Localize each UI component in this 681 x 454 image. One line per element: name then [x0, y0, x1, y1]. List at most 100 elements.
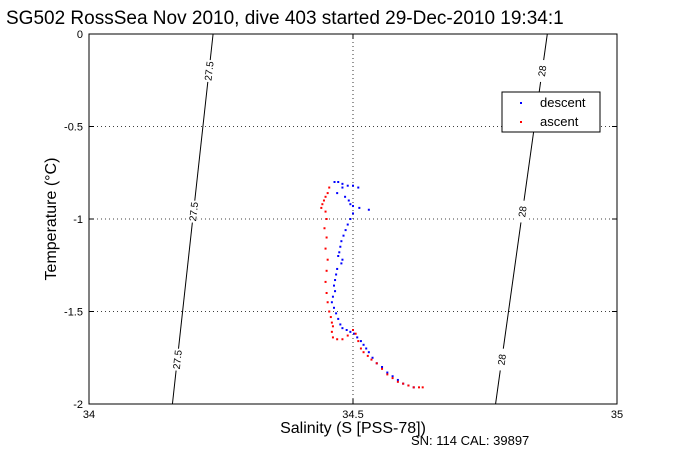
- ascent-point: [326, 258, 329, 261]
- ascent-point: [322, 199, 325, 202]
- ascent-point: [336, 338, 339, 341]
- descent-point: [340, 262, 343, 265]
- descent-point: [333, 181, 336, 183]
- ascent-point: [324, 280, 327, 283]
- ascent-point: [341, 338, 344, 341]
- ascent-point: [359, 347, 362, 350]
- y-tick-label: -2: [73, 399, 83, 411]
- ascent-point: [326, 301, 329, 304]
- ascent-point: [326, 192, 329, 195]
- descent-point: [391, 375, 394, 378]
- descent-point: [356, 336, 359, 339]
- descent-point: [334, 279, 337, 282]
- ascent-point: [331, 336, 334, 339]
- isopycnal-label: 28: [517, 205, 529, 218]
- descent-point: [365, 347, 368, 350]
- ascent-point: [391, 377, 394, 380]
- y-tick-label: -1: [73, 214, 83, 226]
- descent-point: [336, 267, 339, 270]
- ascent-point: [381, 367, 384, 370]
- ascent-point: [321, 203, 324, 206]
- isopycnal-label-bg: [187, 200, 200, 224]
- x-tick-label: 34: [83, 409, 95, 421]
- legend: descent ascent: [501, 91, 601, 133]
- descent-point: [337, 255, 340, 257]
- footer-text: SN: 114 CAL: 39897: [411, 433, 529, 448]
- legend-marker-ascent: [520, 121, 522, 123]
- y-tick-label: 0: [77, 29, 83, 41]
- descent-point: [338, 251, 341, 254]
- ascent-point: [362, 351, 365, 354]
- ascent-point: [328, 310, 331, 313]
- ascent-point: [330, 330, 333, 333]
- ascent-point: [325, 292, 328, 294]
- ascent-point: [329, 316, 332, 319]
- ascent-point: [370, 358, 373, 361]
- ascent-point: [375, 362, 378, 365]
- isopycnals: 27.5 27.5 27.5 28 28 28: [171, 33, 549, 405]
- descent-point: [337, 317, 340, 320]
- ascent-point: [324, 210, 327, 213]
- data-points: [320, 181, 424, 389]
- isopycnal-label-bg: [515, 200, 529, 224]
- descent-point: [349, 218, 352, 220]
- descent-point: [330, 301, 333, 304]
- y-axis-label: Temperature (°C): [43, 158, 60, 281]
- isopycnal-label-bg: [495, 348, 509, 372]
- descent-point: [341, 258, 344, 261]
- ascent-point: [325, 218, 328, 220]
- isopycnal-label-bg: [171, 348, 184, 372]
- ascent-point: [346, 334, 349, 337]
- descent-point: [340, 240, 343, 243]
- isopycnal-label: 27.5: [172, 349, 185, 370]
- isopycnal-label: 28: [537, 64, 549, 77]
- ascent-point: [366, 354, 369, 357]
- descent-point: [367, 208, 370, 211]
- descent-point: [332, 306, 335, 309]
- ascent-point: [412, 386, 415, 389]
- descent-point: [347, 199, 350, 202]
- x-axis-label: Salinity (S [PSS-78]): [280, 420, 426, 437]
- legend-box: [501, 91, 601, 133]
- ascent-point: [354, 332, 357, 335]
- ascent-point: [396, 380, 399, 383]
- legend-label-descent: descent: [540, 95, 586, 110]
- descent-point: [396, 378, 399, 381]
- descent-point: [381, 366, 384, 368]
- descent-point: [386, 371, 389, 374]
- descent-point: [358, 206, 361, 209]
- ascent-point: [324, 195, 327, 198]
- descent-point: [337, 181, 340, 183]
- legend-label-ascent: ascent: [540, 114, 579, 129]
- y-tick-label: -0.5: [64, 122, 83, 134]
- ascent-point: [325, 236, 328, 239]
- descent-point: [349, 203, 352, 206]
- ascent-point: [328, 186, 331, 189]
- descent-point: [334, 290, 337, 293]
- ascent-point: [320, 206, 323, 209]
- x-tick-label: 34.5: [342, 409, 363, 421]
- y-tick-label: -1.5: [64, 307, 83, 319]
- descent-point: [357, 186, 360, 189]
- descent-point: [332, 284, 335, 287]
- ascent-point: [407, 384, 410, 387]
- chart-title: SG502 RossSea Nov 2010, dive 403 started…: [6, 8, 564, 29]
- ticks: 34 34.5 35 0 -0.5 -1 -1.5 -2: [64, 29, 623, 421]
- ascent-point: [352, 329, 354, 331]
- grid: [89, 34, 617, 404]
- ascent-point: [325, 269, 328, 272]
- descent-point: [349, 330, 352, 333]
- ascent-point: [386, 373, 389, 376]
- descent-point: [359, 340, 362, 343]
- isopycnal-label: 27.5: [203, 60, 216, 81]
- ascent-point: [418, 386, 420, 389]
- ascent-point: [402, 382, 405, 385]
- descent-point: [344, 229, 347, 232]
- isopycnal-label: 28: [497, 353, 509, 366]
- descent-point: [371, 356, 374, 359]
- isopycnal-label: 27.5: [188, 201, 201, 222]
- ascent-point: [331, 325, 334, 328]
- descent-point: [339, 323, 342, 326]
- descent-point: [335, 273, 338, 276]
